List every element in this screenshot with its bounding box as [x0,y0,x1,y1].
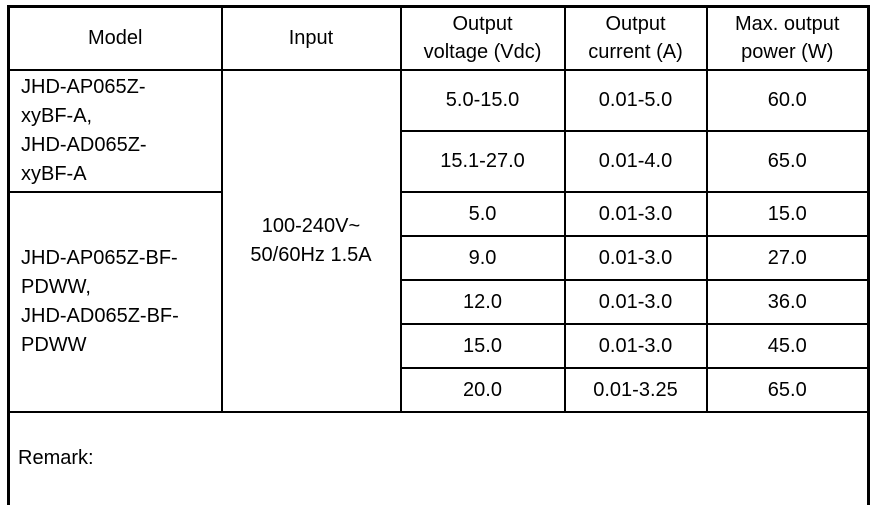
table-row: 15.1-27.0 0.01-4.0 65.0 [9,129,870,193]
remark-cell: Remark: “AP” in the model no. mean direc… [7,410,870,505]
header-input: Input [220,5,402,71]
table-row: 12.0 0.01-3.0 36.0 [9,278,870,325]
table-row: 20.0 0.01-3.25 65.0 [9,366,870,413]
cell-current: 0.01-3.0 [563,278,708,325]
remark-row: Remark: “AP” in the model no. mean direc… [7,410,870,505]
table-row: JHD-AP065Z-BF- PDWW, JHD-AD065Z-BF- PDWW… [7,190,870,413]
header-output-current: Output current (A) [563,5,708,71]
cell-voltage: 20.0 [399,366,566,413]
cell-power: 65.0 [705,366,870,413]
table-row: JHD-AP065Z- xyBF-A, JHD-AD065Z- xyBF-A 1… [7,68,870,413]
table-row: 9.0 0.01-3.0 27.0 [9,234,870,281]
cell-power: 45.0 [705,322,870,369]
header-model: Model [7,5,223,71]
cell-current: 0.01-3.25 [563,366,708,413]
cell-power: 15.0 [705,190,870,237]
remark-title: Remark: [18,446,94,469]
power-spec-table: Model Input Output voltage (Vdc) Output … [7,5,870,505]
input-cell: 100-240V~ 50/60Hz 1.5A [220,68,402,413]
cell-voltage: 9.0 [399,234,566,281]
model-group-xybf-cell: JHD-AP065Z- xyBF-A, JHD-AD065Z- xyBF-A [7,68,223,193]
table-row: 15.0 0.01-3.0 45.0 [9,322,870,369]
cell-power: 65.0 [705,129,870,193]
header-max-output-power: Max. output power (W) [705,5,870,71]
table-header-row: Model Input Output voltage (Vdc) Output … [7,5,870,71]
cell-voltage: 12.0 [399,278,566,325]
cell-voltage: 15.1-27.0 [399,129,566,193]
cell-current: 0.01-3.0 [563,190,708,237]
model-group-pdww-cell: JHD-AP065Z-BF- PDWW, JHD-AD065Z-BF- PDWW [7,190,223,413]
cell-current: 0.01-5.0 [563,68,708,132]
cell-current: 0.01-3.0 [563,322,708,369]
cell-power: 60.0 [705,68,870,132]
cell-power: 36.0 [705,278,870,325]
cell-voltage: 5.0-15.0 [399,68,566,132]
header-output-voltage: Output voltage (Vdc) [399,5,566,71]
cell-current: 0.01-3.0 [563,234,708,281]
cell-power: 27.0 [705,234,870,281]
cell-voltage: 5.0 [399,190,566,237]
cell-voltage: 15.0 [399,322,566,369]
cell-current: 0.01-4.0 [563,129,708,193]
